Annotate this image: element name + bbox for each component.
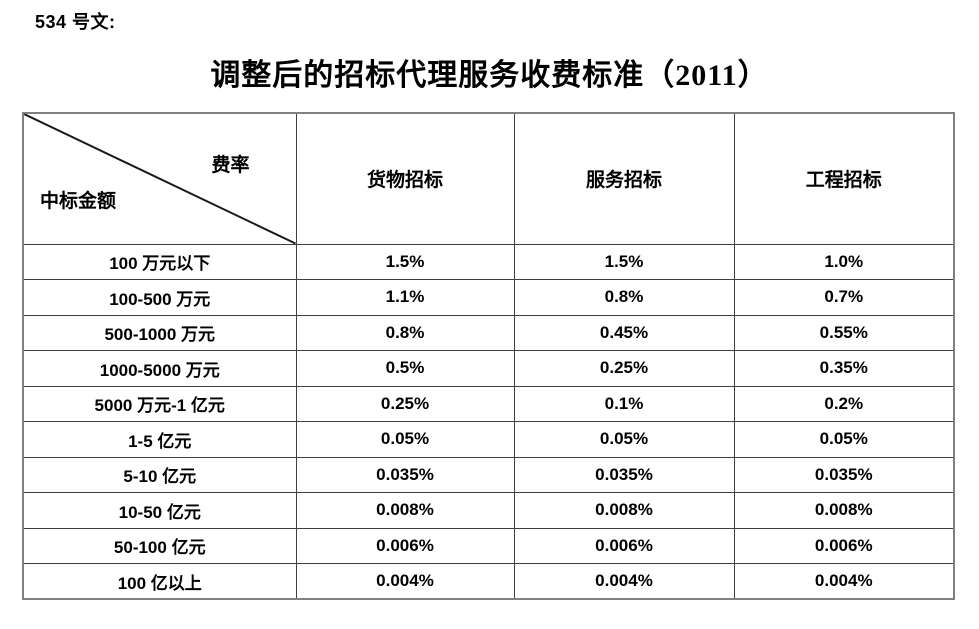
- service-rate: 0.004%: [513, 563, 735, 600]
- table-row: 100 亿以上 0.004% 0.004% 0.004%: [22, 563, 955, 600]
- goods-rate: 0.8%: [295, 314, 515, 351]
- amount-label: 100 万元以下: [22, 243, 297, 280]
- goods-rate: 1.5%: [295, 243, 515, 280]
- service-rate: 0.008%: [513, 492, 735, 529]
- service-rate: 1.5%: [513, 243, 735, 280]
- table-row: 5000 万元-1 亿元 0.25% 0.1% 0.2%: [22, 385, 955, 422]
- service-rate: 0.05%: [513, 421, 735, 458]
- engineering-rate: 0.05%: [733, 421, 955, 458]
- page-title: 调整后的招标代理服务收费标准（2011）: [210, 59, 769, 92]
- column-header-goods: 货物招标: [295, 112, 515, 245]
- amount-label: 1000-5000 万元: [22, 350, 297, 387]
- service-rate: 0.035%: [513, 456, 735, 493]
- engineering-rate: 0.7%: [733, 279, 955, 316]
- goods-rate: 0.25%: [295, 385, 515, 422]
- amount-label: 500-1000 万元: [22, 314, 297, 351]
- table-body: 100 万元以下 1.5% 1.5% 1.0% 100-500 万元 1.1% …: [22, 243, 955, 600]
- table-header: 费率 中标金额 货物招标 服务招标 工程招标: [22, 112, 955, 245]
- service-rate: 0.8%: [513, 279, 735, 316]
- amount-label: 5000 万元-1 亿元: [22, 385, 297, 422]
- goods-rate: 0.006%: [295, 527, 515, 564]
- engineering-rate: 0.035%: [733, 456, 955, 493]
- diagonal-header-cell: 费率 中标金额: [22, 112, 297, 245]
- amount-label: 1-5 亿元: [22, 421, 297, 458]
- table-row: 10-50 亿元 0.008% 0.008% 0.008%: [22, 492, 955, 529]
- amount-label: 10-50 亿元: [22, 492, 297, 529]
- table-row: 5-10 亿元 0.035% 0.035% 0.035%: [22, 456, 955, 493]
- service-rate: 0.25%: [513, 350, 735, 387]
- engineering-rate: 0.008%: [733, 492, 955, 529]
- table-row: 1-5 亿元 0.05% 0.05% 0.05%: [22, 421, 955, 458]
- goods-rate: 0.008%: [295, 492, 515, 529]
- corner-label-amount: 中标金额: [40, 191, 117, 212]
- goods-rate: 0.004%: [295, 563, 515, 600]
- engineering-rate: 0.35%: [733, 350, 955, 387]
- goods-rate: 1.1%: [295, 279, 515, 316]
- table-row: 1000-5000 万元 0.5% 0.25% 0.35%: [22, 350, 955, 387]
- amount-label: 50-100 亿元: [22, 527, 297, 564]
- diagonal-divider-line: [24, 114, 296, 244]
- corner-label-rate: 费率: [211, 155, 250, 176]
- column-header-service: 服务招标: [513, 112, 735, 245]
- service-rate: 0.006%: [513, 527, 735, 564]
- goods-rate: 0.5%: [295, 350, 515, 387]
- document-number: 534 号文:: [35, 12, 116, 32]
- goods-rate: 0.035%: [295, 456, 515, 493]
- engineering-rate: 0.55%: [733, 314, 955, 351]
- table-row: 50-100 亿元 0.006% 0.006% 0.006%: [22, 527, 955, 564]
- engineering-rate: 0.004%: [733, 563, 955, 600]
- engineering-rate: 0.006%: [733, 527, 955, 564]
- service-rate: 0.45%: [513, 314, 735, 351]
- table-row: 100 万元以下 1.5% 1.5% 1.0%: [22, 243, 955, 280]
- engineering-rate: 0.2%: [733, 385, 955, 422]
- service-rate: 0.1%: [513, 385, 735, 422]
- table-row: 500-1000 万元 0.8% 0.45% 0.55%: [22, 314, 955, 351]
- column-header-engineering: 工程招标: [733, 112, 955, 245]
- engineering-rate: 1.0%: [733, 243, 955, 280]
- fee-rate-table: 费率 中标金额 货物招标 服务招标 工程招标 100 万元以下 1.5% 1.5…: [22, 112, 955, 600]
- header-row: 费率 中标金额 货物招标 服务招标 工程招标: [22, 112, 955, 245]
- amount-label: 5-10 亿元: [22, 456, 297, 493]
- goods-rate: 0.05%: [295, 421, 515, 458]
- table-row: 100-500 万元 1.1% 0.8% 0.7%: [22, 279, 955, 316]
- amount-label: 100 亿以上: [22, 563, 297, 600]
- amount-label: 100-500 万元: [22, 279, 297, 316]
